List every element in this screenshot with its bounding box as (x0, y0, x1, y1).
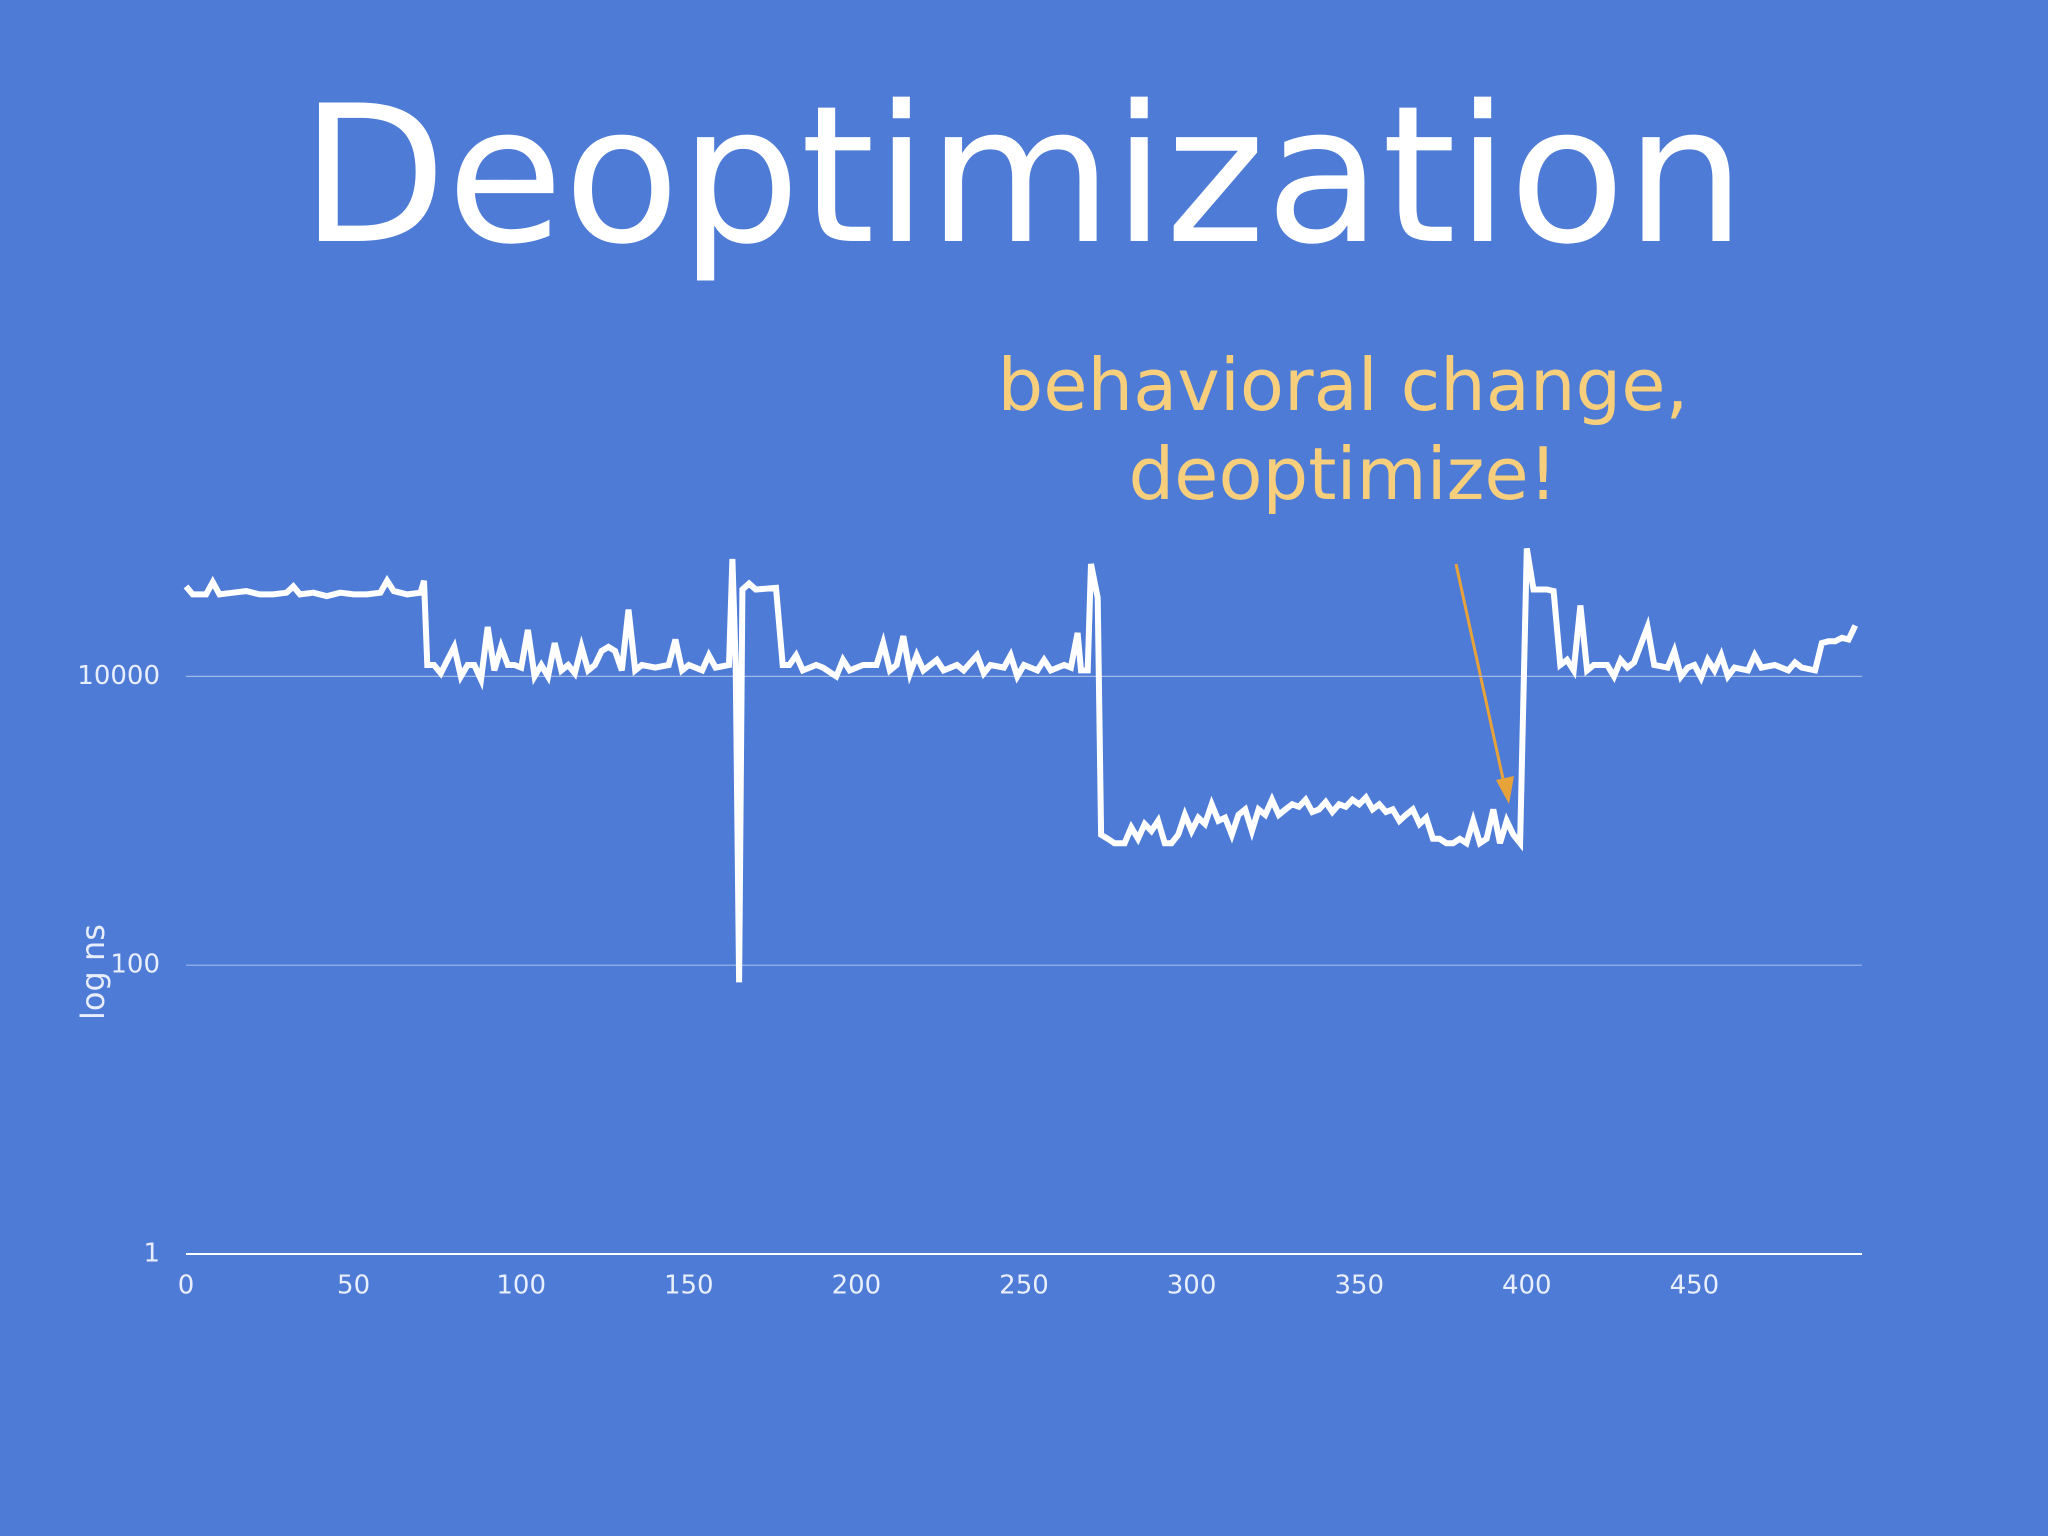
y-tick-label: 1 (143, 1239, 160, 1269)
data-line (183, 547, 1859, 983)
annotation: deoptimize! (1128, 432, 1557, 516)
x-tick-label: 250 (999, 1271, 1049, 1301)
chart-title: Deoptimization (300, 65, 1745, 286)
x-tick-label: 200 (832, 1271, 882, 1301)
x-tick-label: 0 (178, 1271, 195, 1301)
x-tick-label: 350 (1334, 1271, 1384, 1301)
y-tick-label: 100 (110, 950, 160, 980)
annotation-arrowhead (1496, 776, 1514, 804)
annotation: behavioral change, (998, 343, 1689, 427)
x-tick-label: 450 (1670, 1271, 1720, 1301)
x-tick-label: 400 (1502, 1271, 1552, 1301)
y-axis-label: log ns (74, 924, 112, 1020)
y-tick-label: 10000 (77, 661, 160, 691)
x-tick-label: 50 (337, 1271, 370, 1301)
x-tick-label: 300 (1167, 1271, 1217, 1301)
x-tick-label: 100 (496, 1271, 546, 1301)
x-tick-label: 150 (664, 1271, 714, 1301)
